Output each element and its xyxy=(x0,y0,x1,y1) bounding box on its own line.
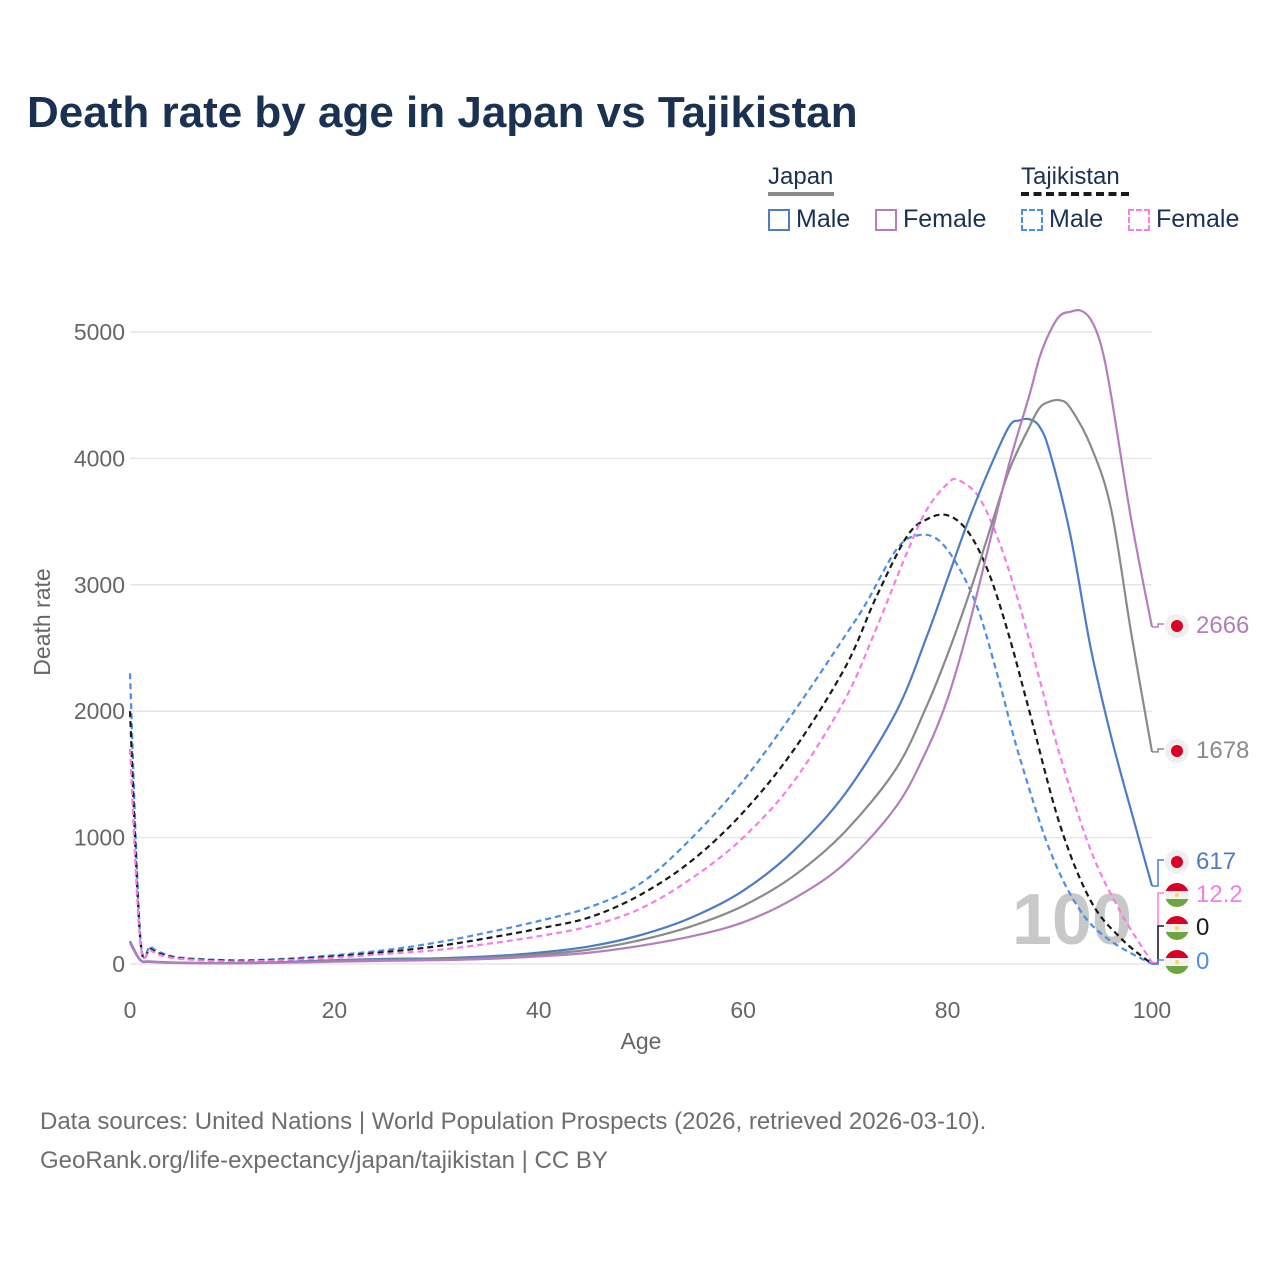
end-label-connector xyxy=(1152,623,1164,628)
legend-group-japan: Japan xyxy=(768,163,833,191)
legend-swatch-japan-female xyxy=(875,208,897,231)
y-axis-label: Death rate xyxy=(29,568,55,675)
legend-group-tajikistan-line xyxy=(1021,192,1129,196)
source-line-2: GeoRank.org/life-expectancy/japan/tajiki… xyxy=(40,1147,608,1174)
flag-crown xyxy=(1175,893,1179,897)
tajikistan-flag-stripes xyxy=(1165,916,1189,940)
end-label-connector xyxy=(1152,925,1164,965)
legend-item-tajikistan-female[interactable]: Female xyxy=(1128,205,1239,234)
chart-title: Death rate by age in Japan vs Tajikistan xyxy=(27,88,858,137)
flag-stripe-green xyxy=(1165,899,1189,907)
end-value-label: 12.2 xyxy=(1196,881,1243,908)
end-label-connector xyxy=(1152,748,1164,753)
series-line-japan-female[interactable] xyxy=(129,308,1154,965)
tajikistan-flag-icon xyxy=(1165,950,1189,974)
tajikistan-flag-icon xyxy=(1165,883,1189,907)
tajikistan-flag-stripes xyxy=(1165,950,1189,974)
legend-label-japan-male: Male xyxy=(796,205,851,233)
japan-flag-disc xyxy=(1171,620,1183,632)
series-line-japan-both[interactable] xyxy=(129,398,1154,965)
tajikistan-flag-icon xyxy=(1165,916,1189,940)
legend-group-tajikistan-label: Tajikistan xyxy=(1021,163,1120,190)
japan-flag-icon xyxy=(1165,739,1189,763)
x-tick-label: 60 xyxy=(730,997,756,1023)
legend-group-japan-label: Japan xyxy=(768,163,834,190)
flag-stripe-green xyxy=(1165,932,1189,940)
y-tick-label: 0 xyxy=(112,951,125,977)
x-axis-label: Age xyxy=(621,1028,662,1054)
flag-crown xyxy=(1175,926,1179,930)
end-value-label: 2666 xyxy=(1196,612,1249,639)
x-tick-label: 20 xyxy=(322,997,348,1023)
legend-label-japan-female: Female xyxy=(903,205,987,233)
japan-flag-icon xyxy=(1165,614,1189,638)
y-tick-label: 4000 xyxy=(74,445,125,471)
x-tick-label: 0 xyxy=(124,997,137,1023)
y-tick-label: 1000 xyxy=(74,825,125,851)
legend-label-tajikistan-female: Female xyxy=(1156,205,1240,233)
x-tick-label: 40 xyxy=(526,997,552,1023)
x-tick-label: 80 xyxy=(935,997,961,1023)
flag-crown xyxy=(1175,960,1179,964)
flag-stripe-red xyxy=(1165,950,1189,958)
legend-swatch-tajikistan-female xyxy=(1128,208,1150,231)
y-tick-label: 2000 xyxy=(74,698,125,724)
source-line-1: Data sources: United Nations | World Pop… xyxy=(40,1108,987,1135)
series-line-tajikistan-female[interactable] xyxy=(128,477,1153,964)
legend-item-japan-male[interactable]: Male xyxy=(768,205,850,234)
legend-label-tajikistan-male: Male xyxy=(1049,205,1104,233)
flag-stripe-red xyxy=(1165,883,1189,891)
japan-flag-icon xyxy=(1165,850,1189,874)
end-value-label: 1678 xyxy=(1196,737,1249,764)
flag-stripe-red xyxy=(1165,916,1189,924)
end-value-label: 617 xyxy=(1196,848,1236,875)
legend-item-tajikistan-male[interactable]: Male xyxy=(1021,205,1103,234)
legend-swatch-tajikistan-male xyxy=(1021,208,1043,231)
japan-flag-disc xyxy=(1171,856,1183,868)
y-tick-label: 3000 xyxy=(74,572,125,598)
y-tick-label: 5000 xyxy=(74,319,125,345)
x-tick-label: 100 xyxy=(1133,997,1171,1023)
end-label-connector xyxy=(1152,959,1164,965)
legend-group-tajikistan: Tajikistan xyxy=(1021,163,1120,191)
tajikistan-flag-stripes xyxy=(1165,883,1189,907)
legend-group-japan-line xyxy=(768,192,834,196)
flag-stripe-green xyxy=(1165,966,1189,974)
japan-flag-disc xyxy=(1171,745,1183,757)
series-line-tajikistan-both[interactable] xyxy=(128,513,1153,965)
end-label-connector xyxy=(1152,859,1164,887)
end-value-label: 0 xyxy=(1196,948,1209,975)
year-watermark: 100 xyxy=(1012,880,1132,960)
end-value-label: 0 xyxy=(1196,914,1209,941)
legend-swatch-japan-male xyxy=(768,208,790,231)
legend-item-japan-female[interactable]: Female xyxy=(875,205,986,234)
